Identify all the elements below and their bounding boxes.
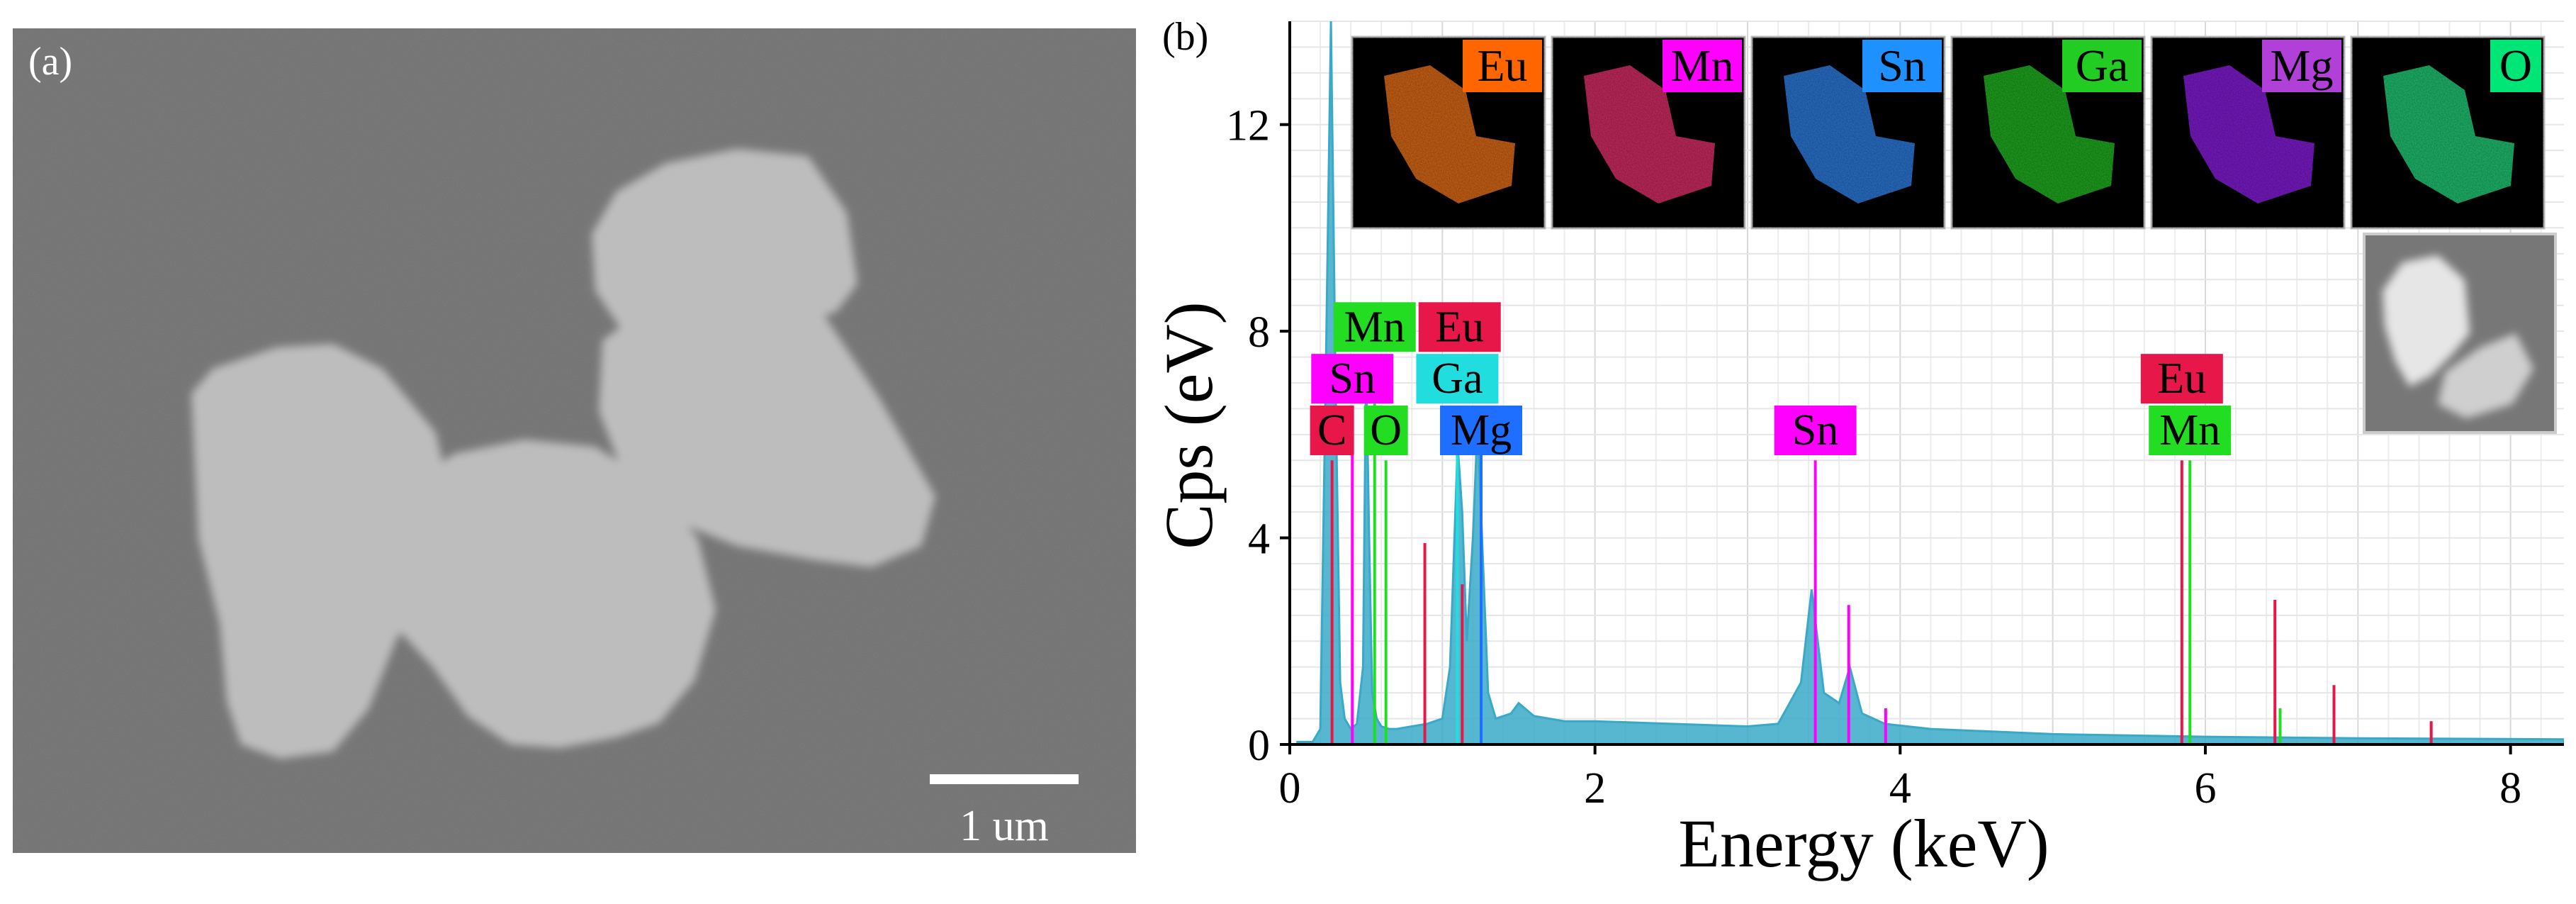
map-label: Eu xyxy=(1477,40,1527,91)
elemental-map-sn: Sn xyxy=(1750,35,1946,230)
annotation-label-ga: Ga xyxy=(1432,355,1483,403)
map-label-box xyxy=(1663,40,1742,92)
particle-right-lower xyxy=(599,298,935,567)
annotation-label-o: O xyxy=(1370,406,1402,454)
elemental-map-eu: Eu xyxy=(1351,35,1546,230)
y-tick-label: 12 xyxy=(1226,102,1270,150)
particle-center xyxy=(372,440,716,748)
annotation-box-mn xyxy=(2149,406,2232,455)
y-tick-label: 4 xyxy=(1248,515,1270,564)
elemental-map-o: O xyxy=(2350,35,2546,230)
annotation-box-eu xyxy=(2140,354,2223,404)
y-axis-label: Cps (eV) xyxy=(1151,301,1227,549)
panel-a-label: (a) xyxy=(28,40,72,84)
annotation-label-mn: Mn xyxy=(1344,303,1405,351)
annotation-label-mg: Mg xyxy=(1451,406,1512,454)
annotation-box-mg xyxy=(1440,406,1523,455)
map-label-box xyxy=(1862,40,1942,92)
x-tick-label: 0 xyxy=(1279,764,1301,813)
x-tick-label: 4 xyxy=(1889,764,1911,813)
annotation-box-sn xyxy=(1311,354,1394,404)
annotation-box-eu xyxy=(1418,302,1501,352)
y-tick-label: 0 xyxy=(1248,722,1270,770)
scale-bar xyxy=(930,774,1079,784)
map-label: Ga xyxy=(2076,40,2129,91)
panel-a: (a) 1 um xyxy=(13,28,1136,853)
inset-sem-image xyxy=(2363,233,2557,434)
map-label: O xyxy=(2499,40,2532,91)
spectrum-area xyxy=(1296,21,2564,744)
annotation-label-mn: Mn xyxy=(2159,406,2220,454)
panel-b-label: (b) xyxy=(1162,15,1208,59)
map-label-box xyxy=(2262,40,2341,92)
elemental-map-mg: Mg xyxy=(2150,35,2346,230)
elemental-maps: Eu Mn Sn Ga Mg O xyxy=(1351,35,2546,230)
map-label: Mn xyxy=(1671,40,1734,91)
map-label-box xyxy=(1463,40,1542,92)
annotation-label-eu: Eu xyxy=(2157,355,2206,403)
y-tick-label: 8 xyxy=(1248,308,1270,357)
x-axis-label: Energy (keV) xyxy=(1678,805,2049,881)
inset-particle-flake xyxy=(2438,333,2533,418)
elemental-map-ga: Ga xyxy=(1950,35,2146,230)
map-label-box xyxy=(2490,40,2541,92)
particle-left xyxy=(191,344,454,759)
annotation-box-sn xyxy=(1774,406,1857,455)
annotation-label-c: C xyxy=(1317,406,1346,454)
annotation-label-sn: Sn xyxy=(1792,406,1838,454)
particle-right-upper xyxy=(592,149,857,340)
annotation-box-ga xyxy=(1416,354,1499,404)
map-label: Mg xyxy=(2271,40,2334,91)
elemental-map-mn: Mn xyxy=(1551,35,1746,230)
sem-particles xyxy=(191,149,935,759)
annotation-label-sn: Sn xyxy=(1329,355,1376,403)
scale-bar-label: 1 um xyxy=(960,802,1049,850)
x-tick-label: 6 xyxy=(2194,764,2216,813)
annotation-box-mn xyxy=(1333,302,1416,352)
map-label-box xyxy=(2062,40,2142,92)
x-tick-label: 2 xyxy=(1584,764,1606,813)
x-tick-label: 8 xyxy=(2499,764,2521,813)
inset-particle-large xyxy=(2383,255,2470,386)
annotation-box-o xyxy=(1363,406,1408,455)
annotation-label-eu: Eu xyxy=(1435,303,1484,351)
spectrum-trace xyxy=(1296,21,2564,744)
map-label: Sn xyxy=(1878,40,1926,91)
annotation-box-c xyxy=(1310,406,1354,455)
axis-ticks: 0 2 4 6 8 0 4 8 12 xyxy=(1226,102,2521,813)
